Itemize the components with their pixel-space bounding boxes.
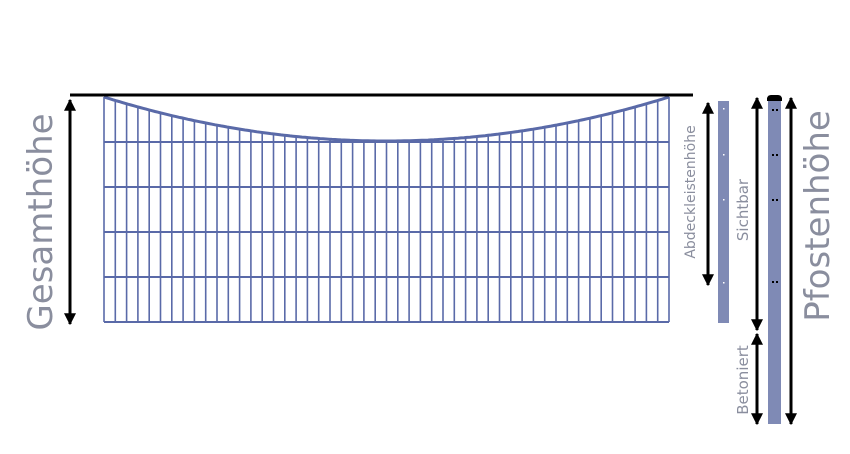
post-holes (772, 109, 778, 283)
cover-strip (718, 101, 729, 323)
top-arch-wire (103, 95, 670, 143)
concreted-label: Betoniert (734, 345, 752, 415)
total-height-label: Gesamthöhe (21, 113, 61, 330)
post-cap (767, 95, 782, 101)
post-height-label: Pfostenhöhe (798, 110, 838, 322)
post (768, 100, 781, 424)
cover-strip-holes (723, 108, 725, 284)
cover-strip-height-label: Abdeckleistenhöhe (683, 125, 699, 258)
fence-mesh (103, 95, 670, 323)
visible-label: Sichtbar (734, 178, 752, 241)
